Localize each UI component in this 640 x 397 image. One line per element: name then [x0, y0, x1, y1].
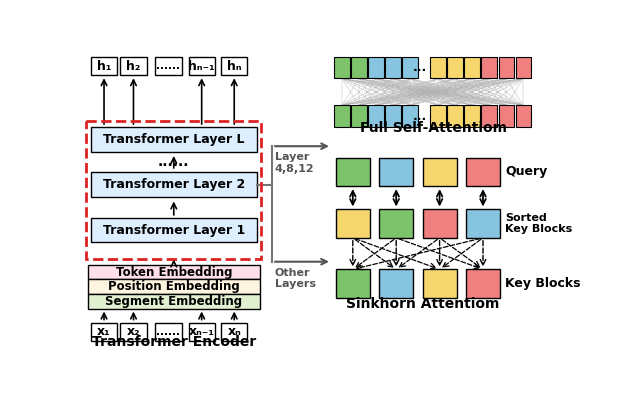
Text: Sinkhorn Attentiom: Sinkhorn Attentiom [346, 297, 499, 311]
Bar [91, 172, 257, 197]
Text: x₁: x₁ [97, 325, 111, 338]
Bar [221, 57, 248, 75]
Bar [351, 105, 367, 127]
Bar [368, 105, 384, 127]
Bar [516, 105, 531, 127]
Bar [385, 105, 401, 127]
Text: Key Blocks: Key Blocks [506, 277, 581, 290]
Bar [422, 270, 457, 298]
Text: ......: ...... [158, 155, 189, 169]
Bar [336, 270, 370, 298]
Bar [447, 105, 463, 127]
Bar [336, 158, 370, 186]
Bar [481, 57, 497, 79]
Text: Transformer Layer 1: Transformer Layer 1 [102, 224, 245, 237]
Bar [91, 57, 117, 75]
Text: x₂: x₂ [127, 325, 140, 338]
Text: Sorted
Key Blocks: Sorted Key Blocks [506, 213, 573, 234]
Bar [499, 105, 514, 127]
Bar [422, 209, 457, 238]
Bar [465, 105, 480, 127]
Text: Query: Query [506, 166, 548, 179]
Text: Full Self-Attentiom: Full Self-Attentiom [360, 121, 507, 135]
Bar [430, 57, 446, 79]
Bar [334, 105, 349, 127]
Text: hₙ₋₁: hₙ₋₁ [188, 60, 215, 73]
Bar [368, 57, 384, 79]
Bar [430, 105, 446, 127]
Bar [120, 57, 147, 75]
Bar [481, 105, 497, 127]
Text: Position Embedding: Position Embedding [108, 280, 239, 293]
Bar [466, 270, 500, 298]
Bar [466, 158, 500, 186]
Bar [334, 57, 349, 79]
Bar [221, 322, 248, 341]
Bar [86, 121, 261, 259]
Text: xₙ: xₙ [227, 325, 241, 338]
Bar [379, 158, 413, 186]
Text: Transformer Layer 2: Transformer Layer 2 [102, 178, 245, 191]
Text: Transformer Encoder: Transformer Encoder [92, 335, 256, 349]
Bar [336, 209, 370, 238]
Text: ...: ... [412, 61, 427, 74]
Text: h₁: h₁ [97, 60, 111, 73]
Bar [351, 57, 367, 79]
Bar [88, 265, 260, 279]
Bar [447, 57, 463, 79]
Text: ......: ...... [156, 327, 180, 337]
Bar [120, 322, 147, 341]
Text: h₂: h₂ [126, 60, 141, 73]
Bar [499, 57, 514, 79]
Text: Segment Embedding: Segment Embedding [105, 295, 243, 308]
Text: Layer
4,8,12: Layer 4,8,12 [275, 152, 314, 174]
Text: ...: ... [412, 110, 427, 123]
Text: ......: ...... [156, 61, 180, 71]
Bar [88, 294, 260, 309]
Text: Token Embedding: Token Embedding [116, 266, 232, 279]
Bar [379, 209, 413, 238]
Bar [516, 57, 531, 79]
Bar [155, 322, 182, 341]
Bar [403, 105, 418, 127]
Bar [91, 218, 257, 243]
Bar [155, 57, 182, 75]
Text: xₙ₋₁: xₙ₋₁ [189, 325, 214, 338]
Bar [465, 57, 480, 79]
Bar [189, 57, 215, 75]
Bar [385, 57, 401, 79]
Bar [88, 279, 260, 294]
Bar [466, 209, 500, 238]
Bar [189, 322, 215, 341]
Text: Other
Layers: Other Layers [275, 268, 316, 289]
Bar [91, 127, 257, 152]
Bar [403, 57, 418, 79]
Bar [379, 270, 413, 298]
Bar [422, 158, 457, 186]
Text: Transformer Layer L: Transformer Layer L [103, 133, 244, 146]
Text: hₙ: hₙ [227, 60, 241, 73]
Bar [91, 322, 117, 341]
